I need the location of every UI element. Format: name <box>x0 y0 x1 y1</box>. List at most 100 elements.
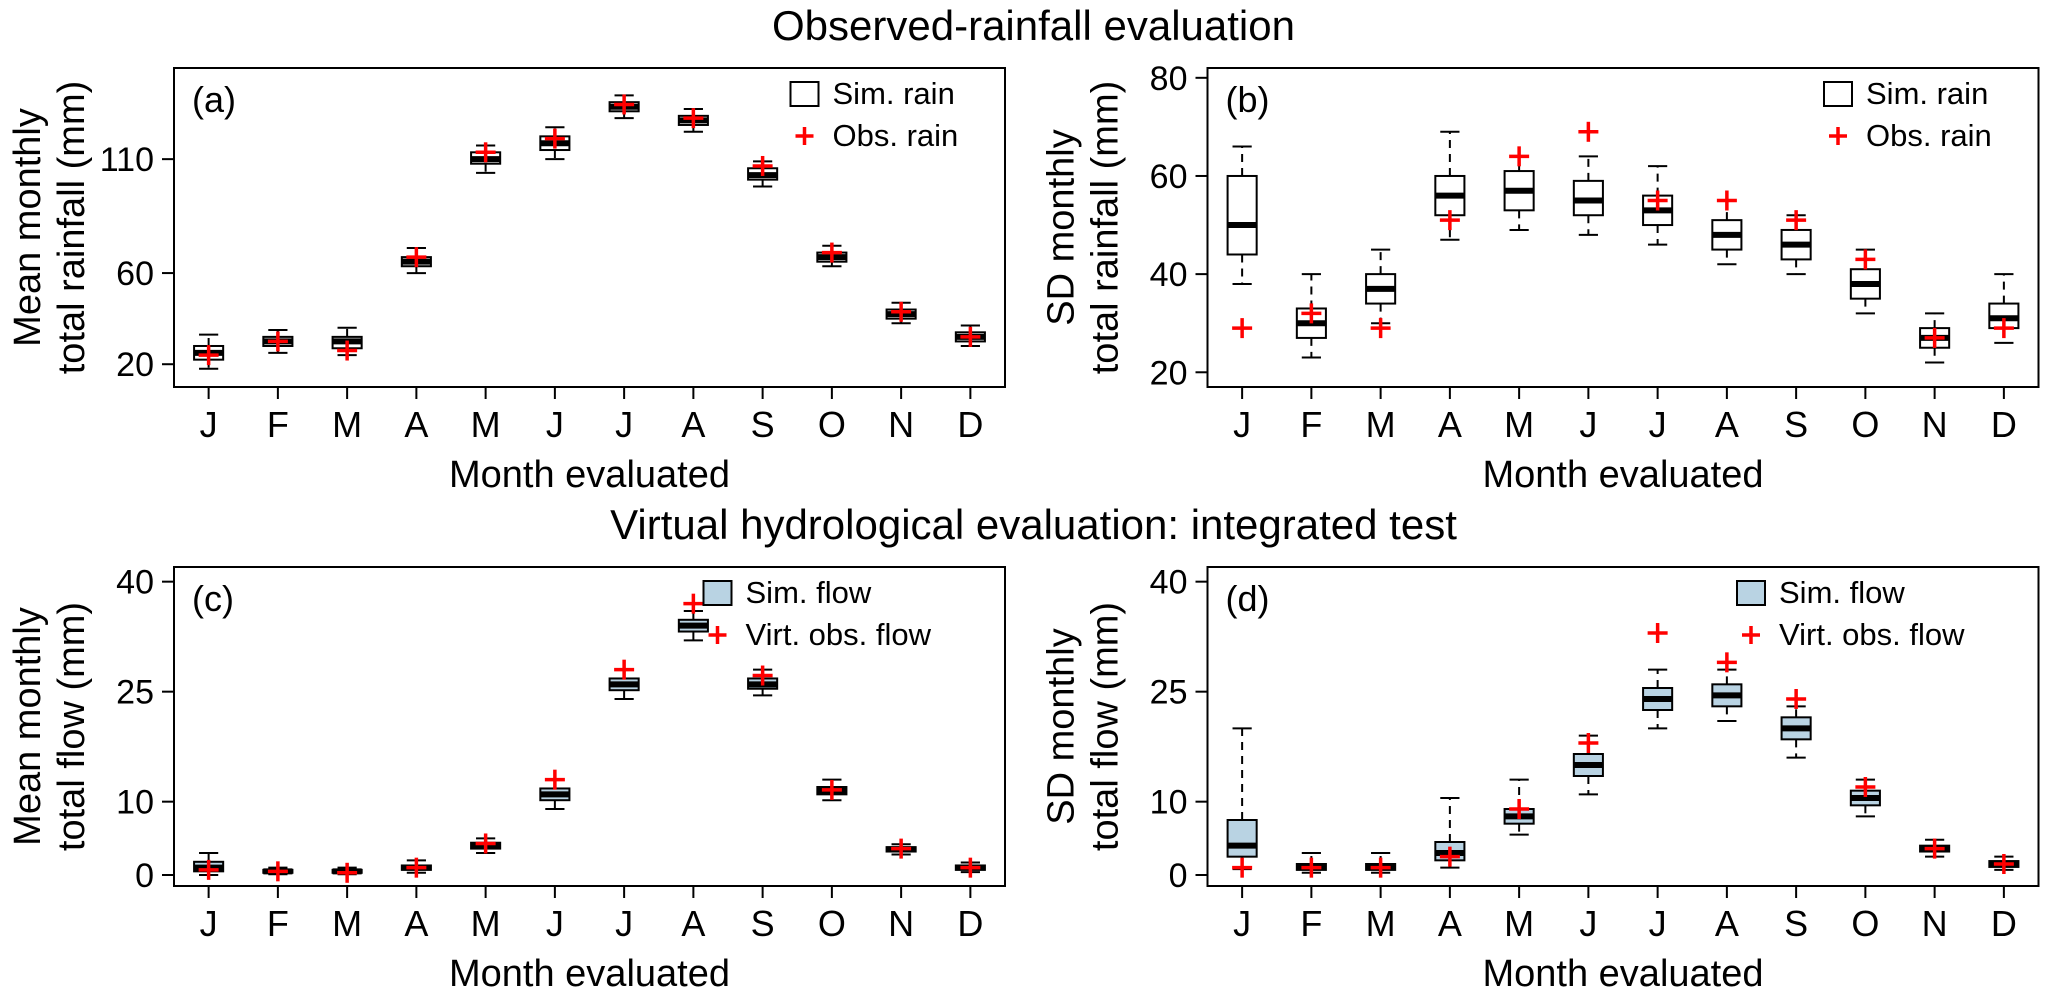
y-tick-label: 20 <box>1150 354 1188 392</box>
x-tick-label: A <box>1438 404 1462 445</box>
x-tick-label: D <box>1991 404 2017 445</box>
obs-plus-marker-J-6 <box>614 659 635 680</box>
x-tick-label: D <box>957 404 983 445</box>
y-tick-label: 40 <box>1150 564 1188 602</box>
x-axis-title: Month evaluated <box>1483 454 1764 496</box>
obs-plus-marker-M-2 <box>1370 318 1391 339</box>
legend-sim-box-icon <box>1736 580 1766 606</box>
obs-plus-marker-A-3 <box>406 247 427 268</box>
x-tick-label: F <box>267 903 289 944</box>
legend-sim-label: Sim. flow <box>746 575 872 610</box>
y-axis-title-line: SD monthly <box>1041 129 1083 325</box>
x-tick-label: N <box>888 404 914 445</box>
x-tick-label: N <box>888 903 914 944</box>
obs-plus-marker-A-3 <box>1439 210 1460 231</box>
x-tick-label: M <box>1504 903 1534 944</box>
x-tick-label: D <box>1991 903 2017 944</box>
obs-plus-marker-M-4 <box>475 142 496 163</box>
x-tick-label: J <box>200 903 218 944</box>
obs-plus-marker-N-10 <box>891 838 912 859</box>
x-tick-label: S <box>1784 404 1808 445</box>
obs-plus-marker-F-1 <box>1301 857 1322 878</box>
obs-plus-marker-J-5 <box>544 128 565 149</box>
obs-plus-marker-J-0 <box>198 859 219 880</box>
y-tick-label: 40 <box>116 564 154 602</box>
x-tick-label: A <box>404 903 428 944</box>
x-tick-label: M <box>1504 404 1534 445</box>
x-axis-title: Month evaluated <box>1483 953 1764 995</box>
boxplot-M-2 <box>1365 248 1397 325</box>
obs-plus-marker-J-0 <box>198 345 219 366</box>
obs-plus-marker-F-1 <box>267 331 288 352</box>
plot-border <box>173 67 1006 388</box>
boxplot-J-5 <box>1572 734 1604 796</box>
boxplot-M-4 <box>1503 155 1535 231</box>
x-tick-label: S <box>751 903 775 944</box>
x-tick-label: M <box>471 404 501 445</box>
obs-plus-marker-N-10 <box>891 301 912 322</box>
panel-b-sd-rainfall-boxplot: 20 40 60 80 J F M A M J J A S O N D Month evaluated SD mo… <box>1041 60 2040 496</box>
x-tick-label: A <box>404 404 428 445</box>
obs-plus-marker-D-11 <box>1993 854 2014 874</box>
obs-plus-marker-J-6 <box>1647 190 1668 211</box>
legend: Sim. rain Obs. rain <box>789 76 959 153</box>
x-tick-label: O <box>818 903 846 944</box>
obs-plus-marker-S-8 <box>752 665 773 686</box>
x-tick-label: S <box>751 404 775 445</box>
legend-obs-label: Virt. obs. flow <box>746 617 932 652</box>
y-tick-label: 60 <box>116 255 154 293</box>
panel-label: (b) <box>1226 79 1270 120</box>
x-tick-label: J <box>1233 903 1251 944</box>
y-tick-label: 0 <box>1169 857 1188 895</box>
obs-plus-marker-O-9 <box>1855 777 1876 797</box>
x-tick-label: M <box>332 903 362 944</box>
x-tick-label: S <box>1784 903 1808 944</box>
plot-border <box>173 566 1006 887</box>
y-tick-label: 60 <box>1150 158 1188 196</box>
legend-obs-label: Obs. rain <box>833 118 959 153</box>
legend-obs-label: Obs. rain <box>1866 118 1992 153</box>
obs-plus-marker-M-4 <box>1509 799 1530 819</box>
obs-plus-marker-M-2 <box>1370 857 1391 878</box>
obs-plus-marker-J-0 <box>1232 318 1253 339</box>
x-tick-label: J <box>615 404 633 445</box>
x-tick-label: J <box>546 903 564 944</box>
legend-sim-box-icon <box>702 580 733 606</box>
x-tick-label: J <box>1649 404 1667 445</box>
legend: Sim. flow Virt. obs. flow <box>702 575 932 652</box>
x-tick-label: J <box>615 903 633 944</box>
x-tick-label: J <box>1233 404 1251 445</box>
panel-label: (d) <box>1226 578 1270 619</box>
plot-border <box>1206 67 2040 388</box>
boxplot-A-7 <box>1711 668 1743 722</box>
obs-plus-marker-F-1 <box>267 861 288 882</box>
obs-plus-marker-N-10 <box>1924 838 1945 859</box>
y-tick-label: 0 <box>135 857 154 895</box>
obs-plus-marker-A-7 <box>683 593 704 614</box>
y-axis-title-line: total rainfall (mm) <box>1085 81 1127 375</box>
y-tick-label: 40 <box>1150 256 1188 294</box>
obs-plus-marker-A-7 <box>1716 190 1737 211</box>
obs-plus-marker-A-7 <box>1716 652 1737 673</box>
y-axis-title-line: Mean monthly <box>7 607 49 846</box>
y-axis-title-line: total flow (mm) <box>51 602 93 851</box>
bottom-row-title: Virtual hydrological evaluation: integra… <box>610 501 1457 548</box>
x-tick-label: O <box>1851 903 1879 944</box>
rainfall-panel-row: 20 60 110 J F M A M J J A S O N D Month evaluated Mean m… <box>0 52 2067 499</box>
x-tick-label: A <box>681 404 705 445</box>
flow-panel-row: 0 10 25 40 J F M A M J J A S O N D Month evaluated Mean m… <box>0 551 2067 998</box>
legend-sim-box-icon <box>789 81 820 107</box>
panel-label: (a) <box>192 79 236 120</box>
obs-plus-marker-A-3 <box>1439 846 1460 867</box>
obs-plus-marker-J-6 <box>614 94 635 115</box>
obs-plus-marker-S-8 <box>752 155 773 176</box>
y-axis-title-line: Mean monthly <box>7 108 49 347</box>
x-tick-label: J <box>1649 903 1667 944</box>
obs-plus-marker-A-3 <box>406 857 427 878</box>
obs-plus-marker-N-10 <box>1924 327 1945 348</box>
obs-plus-marker-J-5 <box>544 769 565 790</box>
plot-border <box>1206 566 2040 887</box>
y-tick-label: 25 <box>116 674 154 712</box>
y-tick-label: 80 <box>1150 60 1188 98</box>
obs-plus-marker-J-0 <box>1232 857 1253 878</box>
